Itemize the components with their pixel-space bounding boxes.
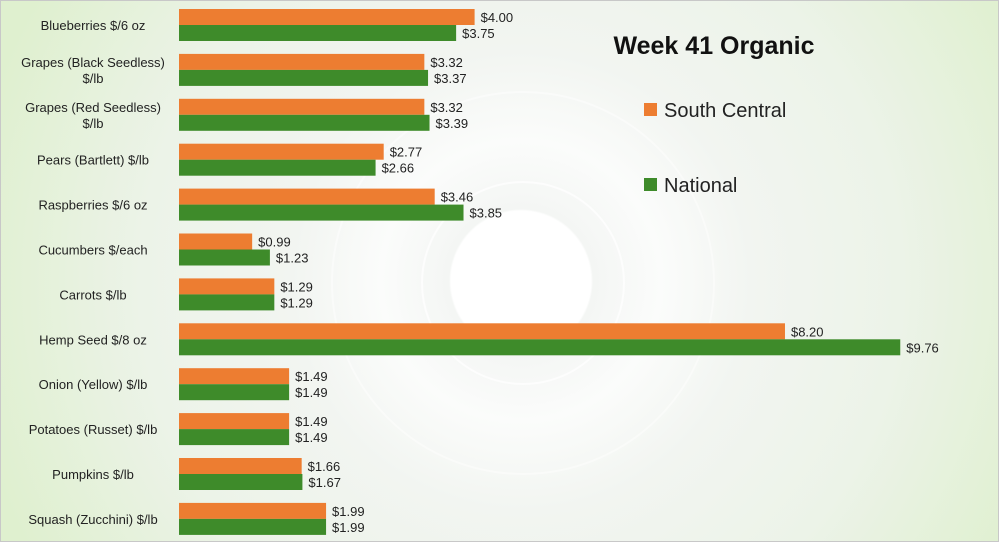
- bar-south-central: [179, 278, 275, 295]
- data-label: $9.76: [906, 340, 939, 355]
- data-label: $0.99: [258, 235, 291, 250]
- data-label: $2.66: [382, 161, 415, 176]
- data-label: $8.20: [791, 324, 824, 339]
- bar-national: [179, 204, 464, 221]
- category-label: Cucumbers $/each: [38, 243, 147, 258]
- data-label: $3.32: [430, 55, 463, 70]
- data-label: $1.49: [295, 430, 328, 445]
- bar-national: [179, 159, 376, 176]
- bar-national: [179, 69, 429, 86]
- bar-south-central: [179, 458, 302, 474]
- data-label: $3.85: [470, 206, 503, 221]
- data-label: $3.46: [441, 190, 474, 205]
- data-label: $1.66: [308, 459, 341, 474]
- bar-national: [179, 294, 275, 311]
- bar-south-central: [179, 143, 384, 160]
- bar-national: [179, 518, 327, 535]
- category-label: Grapes (Black Seedless) $/lb: [21, 55, 165, 86]
- data-label: $1.67: [308, 475, 341, 490]
- value-labels: $4.00$3.75$3.32$3.37$3.32$3.39$2.77$2.66…: [258, 10, 939, 535]
- data-label: $1.49: [295, 385, 328, 400]
- legend-label-national: National: [664, 175, 737, 197]
- background-ring: [331, 91, 715, 475]
- bar-south-central: [179, 188, 435, 205]
- bar-south-central: [179, 323, 785, 340]
- data-label: $1.99: [332, 504, 365, 519]
- category-label: Carrots $/lb: [59, 287, 126, 302]
- bar-national: [179, 429, 290, 446]
- data-label: $1.29: [280, 295, 313, 310]
- data-label: $3.37: [434, 71, 467, 86]
- bar-south-central: [179, 502, 327, 519]
- bar-national: [179, 114, 430, 131]
- bars-group: [179, 9, 901, 535]
- data-label: $1.29: [280, 279, 313, 294]
- legend-swatch-national: [644, 178, 657, 191]
- data-label: $3.39: [436, 116, 469, 131]
- category-label: Hemp Seed $/8 oz: [39, 332, 147, 347]
- legend-label-south-central: South Central: [664, 100, 786, 122]
- bar-national: [179, 25, 457, 41]
- data-label: $3.75: [462, 26, 495, 41]
- data-label: $1.99: [332, 520, 365, 535]
- category-label: Potatoes (Russet) $/lb: [29, 422, 158, 437]
- bar-south-central: [179, 368, 290, 385]
- chart-title: Week 41 Organic: [613, 32, 814, 60]
- data-label: $1.49: [295, 369, 328, 384]
- bar-south-central: [179, 9, 475, 25]
- category-label: Onion (Yellow) $/lb: [39, 377, 148, 392]
- bar-south-central: [179, 233, 253, 250]
- legend-swatch-south-central: [644, 103, 657, 116]
- data-label: $1.49: [295, 414, 328, 429]
- data-label: $4.00: [481, 10, 514, 25]
- bar-national: [179, 249, 270, 266]
- bar-national: [179, 384, 290, 401]
- bar-national: [179, 339, 901, 356]
- category-label: Grapes (Red Seedless) $/lb: [25, 100, 161, 131]
- bar-south-central: [179, 98, 425, 115]
- category-label: Pears (Bartlett) $/lb: [37, 153, 149, 168]
- category-label: Squash (Zucchini) $/lb: [28, 512, 157, 527]
- category-labels: Blueberries $/6 oz Grapes (Black Seedless…: [21, 18, 165, 527]
- category-label: Blueberries $/6 oz: [41, 18, 146, 33]
- data-label: $1.23: [276, 251, 309, 266]
- bar-south-central: [179, 53, 425, 70]
- legend: South Central National: [644, 100, 786, 197]
- bar-national: [179, 474, 303, 490]
- bar-south-central: [179, 413, 290, 430]
- category-label: Pumpkins $/lb: [52, 467, 134, 482]
- data-label: $2.77: [390, 145, 423, 160]
- category-label: Raspberries $/6 oz: [38, 198, 147, 213]
- data-label: $3.32: [430, 100, 463, 115]
